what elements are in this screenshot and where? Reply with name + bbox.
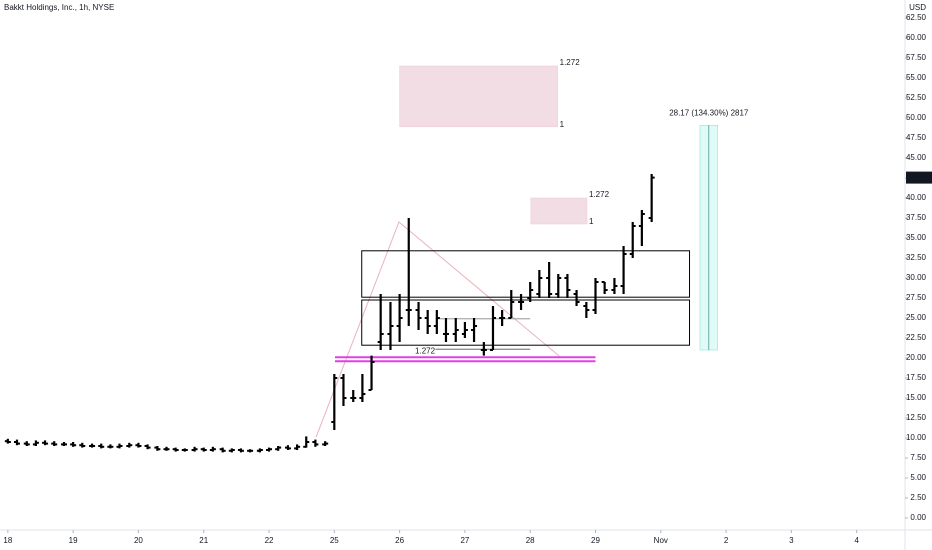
y-tick-label: 7.50 bbox=[910, 453, 926, 462]
measure-label: 28.17 (134.30%) 2817 bbox=[669, 108, 749, 117]
y-tick-label: 15.00 bbox=[906, 393, 927, 402]
x-tick-label: 4 bbox=[854, 536, 859, 545]
y-tick-label: 30.00 bbox=[906, 273, 927, 282]
x-tick-label: 20 bbox=[134, 536, 143, 545]
last-price-label: 42.55 bbox=[906, 173, 927, 182]
x-tick-label: 19 bbox=[69, 536, 78, 545]
fib-label: 1.272 bbox=[415, 346, 436, 355]
y-tick-label: 12.50 bbox=[906, 413, 927, 422]
range-box bbox=[361, 299, 691, 346]
fib-zone bbox=[399, 65, 558, 128]
currency-label: USD bbox=[909, 3, 926, 12]
y-tick-label: 52.50 bbox=[906, 93, 927, 102]
x-tick-label: 29 bbox=[591, 536, 600, 545]
x-tick-label: 26 bbox=[395, 536, 404, 545]
y-tick-label: 2.50 bbox=[910, 493, 926, 502]
x-tick-label: 27 bbox=[460, 536, 469, 545]
x-tick-label: 21 bbox=[199, 536, 208, 545]
y-tick-label: 0.00 bbox=[910, 513, 926, 522]
pattern-line bbox=[315, 221, 560, 438]
zone-label: 1 bbox=[589, 217, 594, 226]
chart-title: Bakkt Holdings, Inc., 1h, NYSE bbox=[4, 3, 114, 12]
y-tick-label: 50.00 bbox=[906, 113, 927, 122]
x-tick-label: 25 bbox=[330, 536, 339, 545]
y-tick-label: 62.50 bbox=[906, 13, 927, 22]
y-tick-label: 27.50 bbox=[906, 293, 927, 302]
y-tick-label: 35.00 bbox=[906, 233, 927, 242]
y-tick-label: 5.00 bbox=[910, 473, 926, 482]
y-tick-label: 32.50 bbox=[906, 253, 927, 262]
zone-label: 1.272 bbox=[560, 58, 581, 67]
x-tick-label: 2 bbox=[724, 536, 729, 545]
x-tick-label: 28 bbox=[526, 536, 535, 545]
x-tick-label: Nov bbox=[654, 536, 668, 545]
x-tick-label: 3 bbox=[789, 536, 794, 545]
y-tick-label: 57.50 bbox=[906, 53, 927, 62]
fib-zone bbox=[530, 197, 588, 225]
x-tick-label: 22 bbox=[265, 536, 274, 545]
y-tick-label: 37.50 bbox=[906, 213, 927, 222]
y-tick-label: 40.00 bbox=[906, 193, 927, 202]
x-tick-label: 18 bbox=[3, 536, 12, 545]
zone-label: 1.272 bbox=[589, 190, 610, 199]
y-tick-label: 55.00 bbox=[906, 73, 927, 82]
range-box bbox=[361, 250, 691, 298]
y-tick-label: 20.00 bbox=[906, 353, 927, 362]
last-price-tag bbox=[906, 171, 932, 184]
y-tick-label: 25.00 bbox=[906, 313, 927, 322]
y-tick-label: 47.50 bbox=[906, 133, 927, 142]
zone-label: 1 bbox=[560, 120, 565, 129]
y-tick-label: 22.50 bbox=[906, 333, 927, 342]
y-tick-label: 60.00 bbox=[906, 33, 927, 42]
y-tick-label: 45.00 bbox=[906, 153, 927, 162]
y-tick-label: 17.50 bbox=[906, 373, 927, 382]
y-tick-label: 10.00 bbox=[906, 433, 927, 442]
